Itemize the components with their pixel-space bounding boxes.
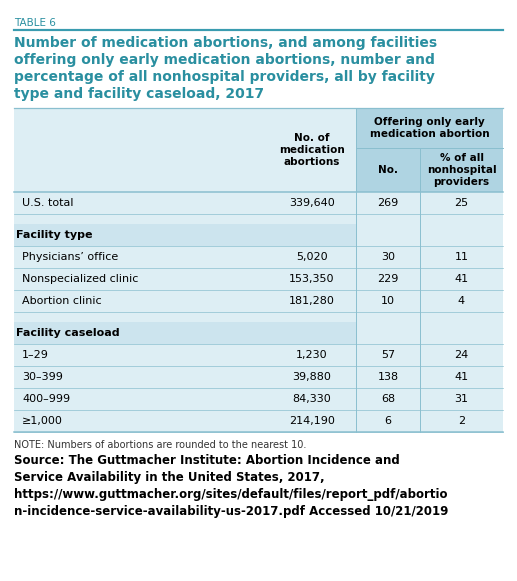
Text: 41: 41 — [454, 372, 468, 382]
Bar — [14, 224, 356, 246]
Text: Nonspecialized clinic: Nonspecialized clinic — [22, 274, 139, 284]
Text: 339,640: 339,640 — [289, 198, 335, 208]
Text: ≥1,000: ≥1,000 — [22, 416, 63, 426]
Text: No.: No. — [378, 165, 398, 175]
Text: TABLE 6: TABLE 6 — [14, 18, 56, 28]
Text: 68: 68 — [381, 394, 395, 404]
Text: Source: The Guttmacher Institute: Abortion Incidence and
Service Availability in: Source: The Guttmacher Institute: Aborti… — [14, 454, 448, 518]
Text: Physicians’ office: Physicians’ office — [22, 252, 118, 262]
Text: 57: 57 — [381, 350, 395, 360]
Text: 153,350: 153,350 — [289, 274, 334, 284]
Text: 84,330: 84,330 — [293, 394, 331, 404]
Text: 25: 25 — [454, 198, 468, 208]
Text: No. of
medication
abortions: No. of medication abortions — [279, 132, 345, 167]
Text: 138: 138 — [377, 372, 399, 382]
Text: 39,880: 39,880 — [293, 372, 331, 382]
Text: U.S. total: U.S. total — [22, 198, 73, 208]
Text: 31: 31 — [454, 394, 468, 404]
Text: NOTE: Numbers of abortions are rounded to the nearest 10.: NOTE: Numbers of abortions are rounded t… — [14, 440, 307, 450]
Text: type and facility caseload, 2017: type and facility caseload, 2017 — [14, 87, 264, 101]
Text: 4: 4 — [458, 296, 465, 306]
Text: 2: 2 — [458, 416, 465, 426]
Text: 400–999: 400–999 — [22, 394, 70, 404]
Text: Abortion clinic: Abortion clinic — [22, 296, 102, 306]
Text: Offering only early
medication abortion: Offering only early medication abortion — [370, 117, 489, 139]
Text: 6: 6 — [385, 416, 391, 426]
Text: 30: 30 — [381, 252, 395, 262]
Text: 30–399: 30–399 — [22, 372, 63, 382]
Text: 229: 229 — [377, 274, 399, 284]
Text: 269: 269 — [377, 198, 399, 208]
Text: 10: 10 — [381, 296, 395, 306]
Text: Number of medication abortions, and among facilities: Number of medication abortions, and amon… — [14, 36, 437, 50]
Text: Facility type: Facility type — [16, 230, 93, 240]
Bar — [356, 108, 503, 192]
Text: 11: 11 — [454, 252, 468, 262]
Text: percentage of all nonhospital providers, all by facility: percentage of all nonhospital providers,… — [14, 70, 435, 84]
Text: 1,230: 1,230 — [296, 350, 328, 360]
Text: 41: 41 — [454, 274, 468, 284]
Text: 181,280: 181,280 — [289, 296, 335, 306]
Text: offering only early medication abortions, number and: offering only early medication abortions… — [14, 53, 435, 67]
Text: % of all
nonhospital
providers: % of all nonhospital providers — [427, 153, 496, 188]
Text: 214,190: 214,190 — [289, 416, 335, 426]
Text: 5,020: 5,020 — [296, 252, 328, 262]
Text: Facility caseload: Facility caseload — [16, 328, 119, 338]
Bar — [14, 322, 356, 344]
Text: 24: 24 — [454, 350, 468, 360]
Text: 1–29: 1–29 — [22, 350, 49, 360]
Bar — [14, 108, 503, 432]
